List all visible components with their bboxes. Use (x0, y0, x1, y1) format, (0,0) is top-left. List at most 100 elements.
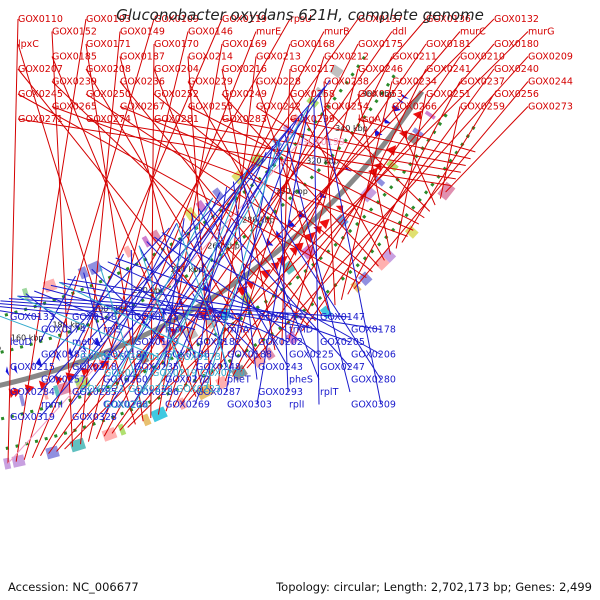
forward-gene-arrow (294, 242, 304, 252)
forward-gene-label: murE (256, 27, 281, 38)
reverse-gene-label: GOX0135 (134, 312, 179, 323)
forward-gene-label: GOX0237 (460, 77, 505, 88)
kbp-tick-label: 260 kbp (207, 242, 240, 251)
leader-line (48, 18, 359, 454)
cog-block (150, 406, 168, 423)
leader-line (138, 245, 196, 355)
reverse-gene-label: GOX0174 (41, 325, 86, 336)
leader-line (85, 43, 144, 422)
leader-line (17, 93, 361, 284)
leader-line (323, 106, 431, 212)
genome-stats-text: Topology: circular; Length: 2,702,173 bp… (276, 580, 592, 594)
reverse-gene-arrow (374, 128, 383, 136)
reverse-gene-label: leuD (10, 337, 32, 348)
forward-gene-label: GOX0146 (188, 27, 233, 38)
leader-line (154, 236, 320, 355)
leader-line (17, 295, 351, 318)
reverse-gene-label: GOX0206 (351, 350, 396, 361)
reverse-gene-label: rnhA (227, 325, 250, 336)
forward-gene-arrow (319, 218, 330, 230)
leader-line (132, 192, 221, 380)
leader-line (51, 106, 408, 237)
reverse-gene-label: GOX0215 (10, 362, 55, 373)
reverse-gene-label: GOX0148 (72, 312, 117, 323)
cog-block (359, 185, 377, 203)
reverse-gene-arrow (32, 359, 36, 370)
leader-line (357, 118, 476, 153)
kbp-tick-label: 180 kbp (52, 320, 85, 329)
forward-gene-label: GOX0273 (528, 102, 573, 113)
reverse-gene-label: rplI (289, 400, 304, 411)
leader-line (8, 298, 289, 318)
reverse-gene-label: GOX0225 (289, 350, 334, 361)
leader-line (157, 169, 248, 390)
forward-gene-label: GOX0252 (154, 89, 199, 100)
leader-line (150, 43, 155, 418)
leader-line (187, 106, 420, 225)
leader-line (119, 81, 316, 322)
leader-line (194, 113, 304, 405)
cog-block (329, 64, 344, 79)
leader-line (17, 118, 451, 187)
reverse-gene-arrow (392, 104, 401, 112)
cog-block (373, 175, 386, 187)
reverse-gene-label: GOX0202 (258, 337, 303, 348)
forward-gene-label: GOX0152 (52, 27, 97, 38)
forward-gene-label: GOX0181 (426, 39, 471, 50)
leader-line (56, 18, 427, 452)
reverse-gene-label: GOX0319 (10, 412, 55, 423)
forward-gene-label: GOX0109 (154, 14, 199, 25)
leader-line (80, 31, 121, 445)
rna-gene-label: GOX0219 (152, 368, 197, 379)
leader-line (25, 293, 72, 330)
rna-gene-label: GOX0220 (200, 368, 245, 379)
cog-block (69, 437, 87, 453)
leader-line (101, 222, 178, 368)
forward-gene-label: GOX0283 (222, 114, 267, 125)
forward-gene-label: GOX0299 (290, 114, 335, 125)
leader-line (163, 218, 185, 368)
forward-gene-label: GOX0239 (52, 77, 97, 88)
leader-line (119, 31, 461, 431)
cog-block (45, 445, 60, 460)
forward-gene-label: GOX0265 (52, 102, 97, 113)
reverse-gene-arrow (162, 307, 168, 316)
rna-gene-label: GOX0136 (80, 352, 125, 363)
leader-line (109, 197, 214, 390)
leader-line (173, 43, 359, 408)
kbp-tick-label: 360 kbp (362, 89, 395, 98)
reverse-gene-arrow (35, 357, 43, 368)
reverse-gene-label: GOX0269 (165, 400, 210, 411)
cog-block (19, 394, 26, 407)
leader-line (146, 241, 258, 355)
forward-gene-label: GOX0204 (154, 64, 199, 75)
reverse-gene-label: GOX0280 (351, 375, 396, 386)
rna-gene-label: GOX0173 (176, 352, 221, 363)
leader-line (7, 18, 19, 464)
kbp-tick-label: 300 kbp (275, 187, 308, 196)
leader-line (401, 93, 495, 243)
forward-gene-label: GOX0136 (426, 14, 471, 25)
forward-gene-label: GOX0255 (188, 102, 233, 113)
forward-gene-label: GOX0132 (494, 14, 539, 25)
forward-gene-label: GOX0236 (120, 77, 165, 88)
forward-gene-arrow (368, 167, 378, 178)
forward-gene-label: GOX0169 (222, 39, 267, 50)
forward-gene-label: GOX0234 (392, 77, 437, 88)
accession-text: Accession: NC_006677 (8, 580, 139, 594)
leader-line (289, 118, 471, 160)
forward-gene-label: murG (528, 27, 555, 38)
leader-line (340, 81, 393, 300)
leader-line (232, 56, 393, 377)
forward-gene-arrow (304, 231, 316, 243)
reverse-gene-label: GOX0287 (196, 387, 241, 398)
pseudogene-label: GOX0199 (300, 137, 345, 148)
forward-gene-arrow (38, 380, 47, 391)
forward-gene-arrow (99, 360, 110, 370)
forward-gene-label: GOX0242 (256, 102, 301, 113)
leader-line (67, 278, 382, 330)
cog-block (117, 423, 127, 436)
forward-gene-label: GOX0281 (154, 114, 199, 125)
leader-line (130, 249, 134, 355)
kbp-tick-label: 340 kbp (335, 124, 368, 133)
